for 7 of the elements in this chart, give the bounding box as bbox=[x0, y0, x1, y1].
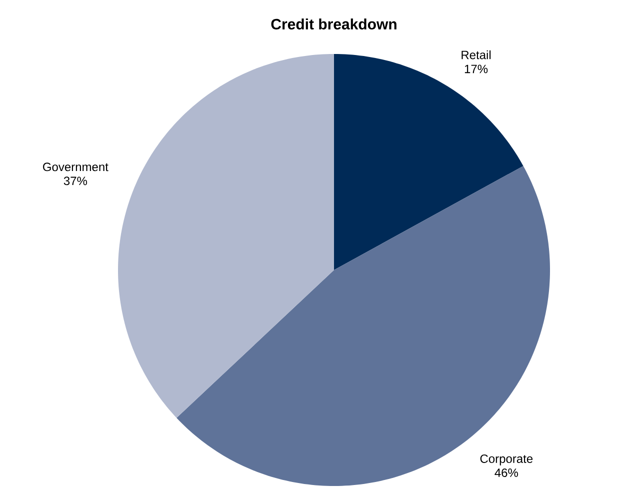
data-label: 17% bbox=[464, 64, 488, 74]
data-label: 37% bbox=[64, 176, 88, 186]
slice-label: Government bbox=[43, 162, 108, 172]
data-label: 46% bbox=[494, 468, 518, 477]
slice-label: Corporate bbox=[480, 454, 533, 466]
chart-title: Credit breakdown bbox=[271, 18, 396, 30]
slice-label: Retail bbox=[462, 50, 491, 60]
